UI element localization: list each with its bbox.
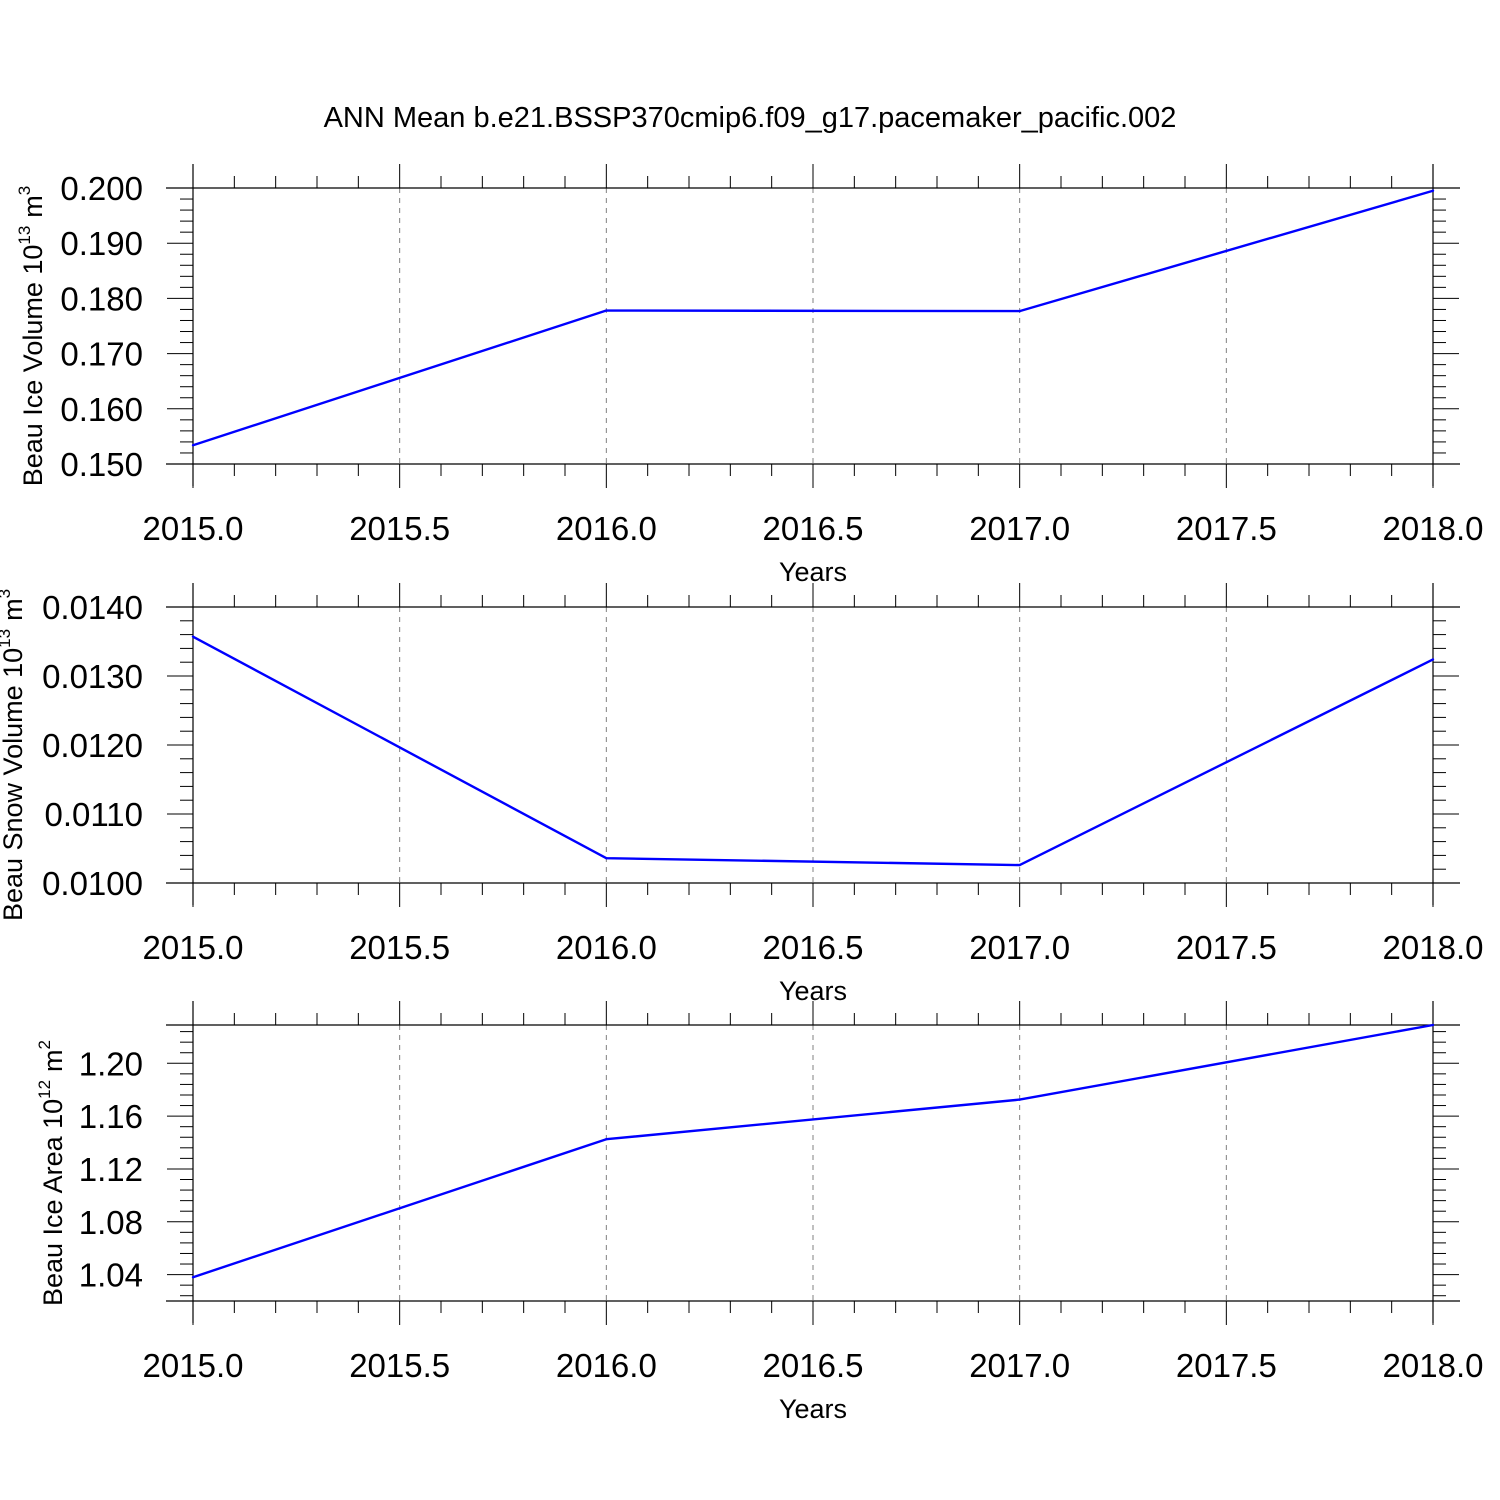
x-tick-label: 2017.0 [969,510,1070,547]
panel-2: 2015.0 2015.5 2016.0 2016.5 2017.0 2017.5 2018… [0,583,1483,1006]
data-point [1431,189,1435,192]
x-axis-label: Years [779,1394,847,1424]
x-tick-label: 2015.0 [143,510,244,547]
data-point [1018,1098,1021,1101]
y-axis-label: Beau Ice Area 1012 m2 [35,1040,68,1306]
y-tick-label: 0.160 [60,391,143,428]
series-line [192,1023,1434,1279]
y-axis-label: Beau Snow Volume 1013 m3 [0,589,28,921]
y-axis-label-part: Beau Snow Volume 10 [0,648,28,921]
y-axis-label-part: Beau Ice Area 10 [38,1099,68,1306]
x-axis-label: Years [779,557,847,587]
x-tick-label: 2015.5 [349,929,450,966]
x-tick-label: 2017.5 [1176,929,1277,966]
y-tick-label: 0.180 [60,280,143,317]
y-axis-label-superscript: 12 [35,1080,54,1099]
x-tick-label: 2017.0 [969,1347,1070,1384]
data-point [1018,309,1021,313]
y-tick-label: 0.200 [60,170,143,207]
y-tick-label: 0.0130 [42,658,143,695]
y-tick-label: 0.170 [60,336,143,373]
y-tick-label: 0.0110 [45,796,143,833]
x-tick-label: 2016.5 [763,510,864,547]
x-tick-label: 2015.5 [349,510,450,547]
data-point [605,856,608,860]
data-point [605,309,608,312]
y-tick-label: 1.12 [79,1151,143,1188]
data-point [1018,863,1021,867]
series-line [192,189,1434,447]
x-tick-label: 2016.5 [763,1347,864,1384]
y-axis-label-part: m [38,1049,68,1072]
data-point [1431,1023,1435,1027]
x-tick-label: 2018.0 [1383,510,1484,547]
x-tick-label: 2018.0 [1383,1347,1484,1384]
y-tick-label: 1.16 [79,1098,143,1135]
x-tick-label: 2018.0 [1383,929,1484,966]
y-axis-label-part: m [0,598,28,621]
data-point [191,1276,195,1279]
x-tick-label: 2016.0 [556,1347,657,1384]
x-tick-label: 2015.0 [143,929,244,966]
y-tick-label: 0.190 [60,225,143,262]
x-tick-label: 2015.0 [143,1347,244,1384]
y-axis-label-superscript: 2 [35,1040,54,1049]
x-tick-label: 2016.0 [556,929,657,966]
y-tick-label: 1.20 [79,1045,143,1082]
y-tick-label: 1.04 [79,1257,143,1294]
y-axis-label-part: m [18,195,48,218]
y-axis-label-superscript: 3 [0,589,14,598]
data-point [605,1138,608,1141]
x-tick-label: 2017.5 [1176,510,1277,547]
y-axis-label: Beau Ice Volume 1013 m3 [15,186,48,487]
y-axis-label-superscript: 3 [15,186,34,195]
panels: 2015.0 2015.5 2016.0 2016.5 2017.0 2017.5 2018… [0,164,1483,1424]
panel-1: 2015.0 2015.5 2016.0 2016.5 2017.0 2017.5 2018… [15,164,1483,587]
y-axis-label-superscript: 13 [15,226,34,245]
panel-3: 2015.0 2015.5 2016.0 2016.5 2017.0 2017.5 2018… [35,1001,1483,1424]
y-axis-label-superscript: 13 [0,629,14,648]
data-point [191,444,195,447]
y-tick-label: 0.0140 [42,589,143,626]
figure-title: ANN Mean b.e21.BSSP370cmip6.f09_g17.pace… [324,102,1177,134]
x-tick-label: 2017.5 [1176,1347,1277,1384]
y-axis-label-part: Beau Ice Volume 10 [18,245,48,487]
y-tick-label: 1.08 [79,1204,143,1241]
y-tick-label: 0.150 [60,446,143,483]
y-tick-label: 0.0100 [42,865,143,902]
x-tick-label: 2015.5 [349,1347,450,1384]
series-line [192,635,1434,867]
y-tick-label: 0.0120 [42,727,143,764]
x-tick-label: 2016.5 [763,929,864,966]
data-point [191,635,195,638]
x-tick-label: 2016.0 [556,510,657,547]
x-tick-label: 2017.0 [969,929,1070,966]
data-point [1431,658,1435,661]
